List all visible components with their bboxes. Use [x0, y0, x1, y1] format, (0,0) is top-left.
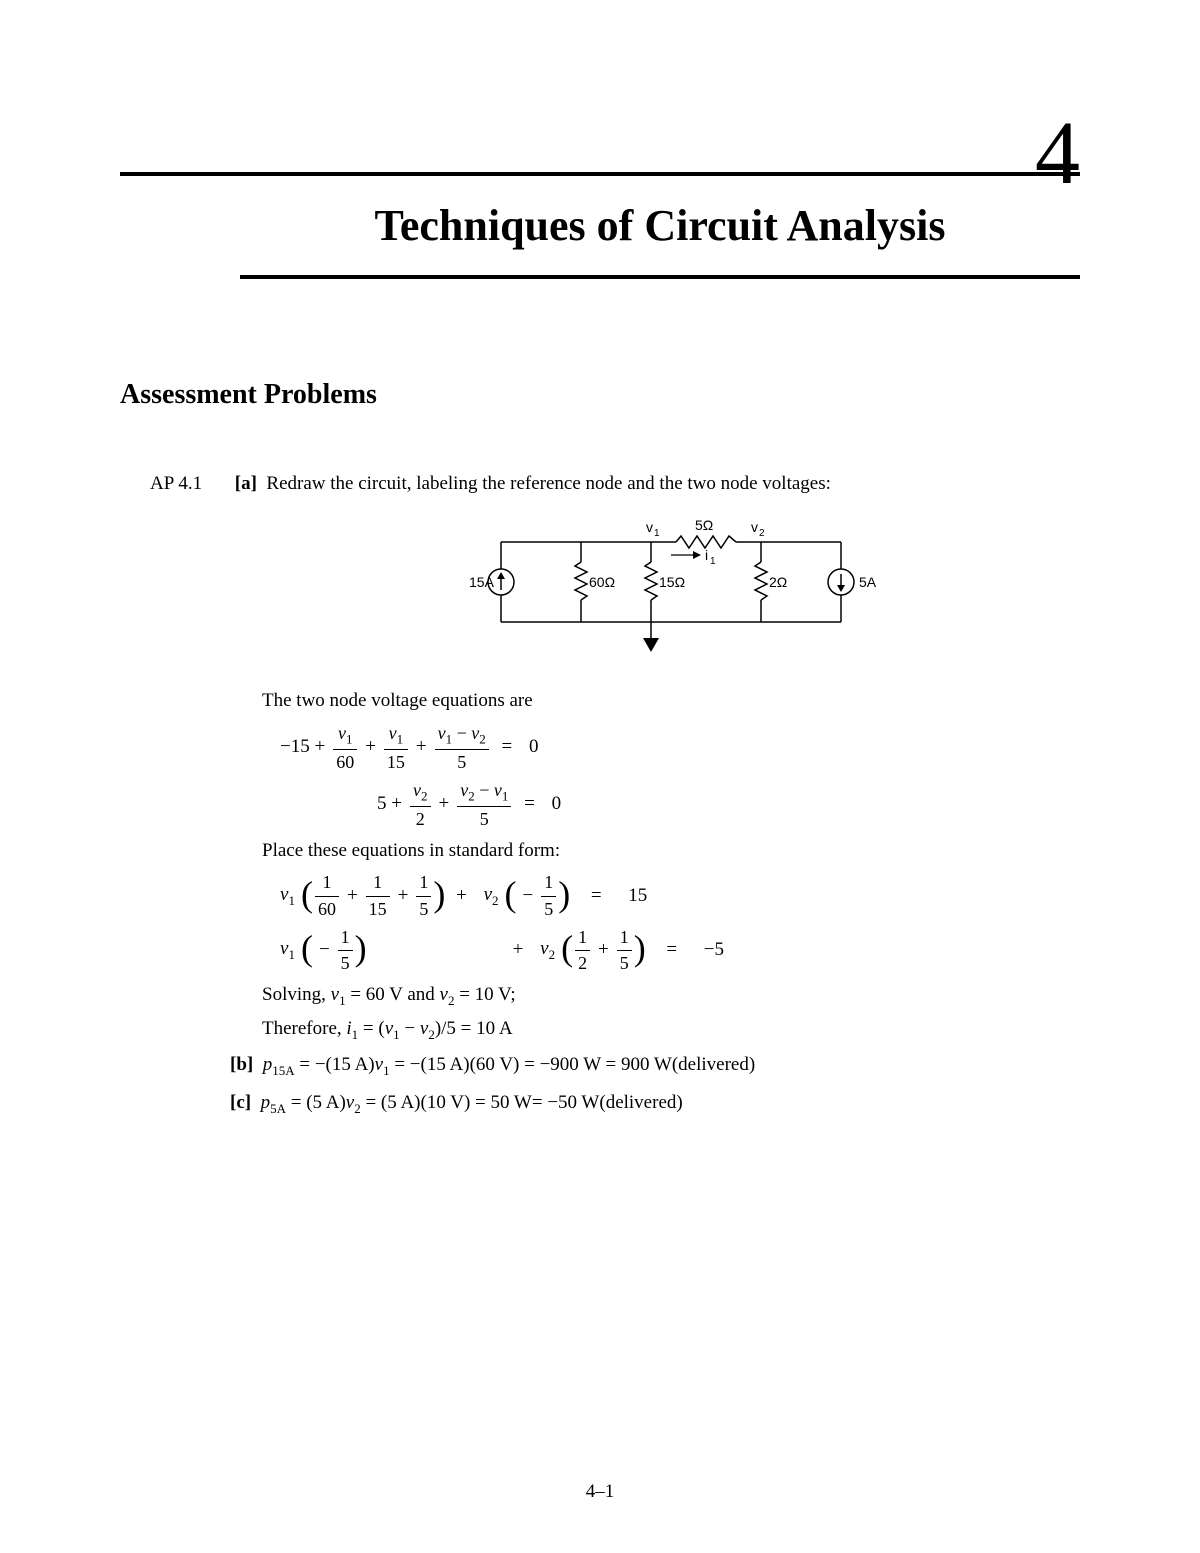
page-number: 4–1: [0, 1481, 1200, 1503]
part-c-text: p5A = (5 A)v2 = (5 A)(10 V) = 50 W= −50 …: [256, 1092, 683, 1113]
node-v2: v: [751, 519, 758, 535]
std-row-1: v1 ( 160 + 115 + 15 ) + v2 ( − 15 ) = 15: [274, 870, 1080, 921]
part-c: [c] p5A = (5 A)v2 = (5 A)(10 V) = 50 W= …: [230, 1090, 1080, 1118]
standard-form-intro: Place these equations in standard form:: [262, 838, 1080, 865]
eq-row-2: 5 + v22 + v2 − v15 = 0: [274, 778, 1080, 832]
r2-label: 15Ω: [659, 574, 685, 590]
part-c-label: [c]: [230, 1092, 251, 1113]
part-a-intro: Redraw the circuit, labeling the referen…: [262, 473, 831, 494]
eq-row-1: −15 + v160 + v115 + v1 − v25 = 0: [274, 721, 1080, 775]
current-label: i: [705, 547, 708, 563]
problem-content: 15A 60Ω 15Ω v 1 5Ω: [262, 512, 1080, 1044]
bottom-rule: [240, 275, 1080, 279]
chapter-header: 4 Techniques of Circuit Analysis: [120, 100, 1080, 279]
problem-id: AP 4.1: [150, 471, 230, 498]
node-v1: v: [646, 519, 653, 535]
svg-text:2: 2: [759, 528, 765, 539]
problem-ap41: AP 4.1 [a] Redraw the circuit, labeling …: [150, 471, 1080, 1118]
part-a-label: [a]: [235, 473, 257, 494]
svg-text:1: 1: [654, 528, 660, 539]
chapter-number: 4: [120, 118, 1080, 190]
chapter-title: Techniques of Circuit Analysis: [240, 200, 1080, 251]
left-source-label: 15A: [469, 574, 495, 590]
solving-line: Solving, v1 = 60 V and v2 = 10 V;: [262, 982, 1080, 1010]
svg-text:1: 1: [710, 556, 716, 567]
part-b-label: [b]: [230, 1054, 253, 1075]
eq-intro: The two node voltage equations are: [262, 688, 1080, 715]
right-source-label: 5A: [859, 574, 877, 590]
circuit-svg: 15A 60Ω 15Ω v 1 5Ω: [461, 512, 881, 662]
therefore-line: Therefore, i1 = (v1 − v2)/5 = 10 A: [262, 1016, 1080, 1044]
r1-label: 60Ω: [589, 574, 615, 590]
r-top-label: 5Ω: [695, 517, 713, 533]
standard-form-equations: v1 ( 160 + 115 + 15 ) + v2 ( − 15 ) = 15: [274, 870, 1080, 976]
std-row-2: v1 ( − 15 ) + v2 ( 12 + 15 ) = −5: [274, 925, 1080, 976]
r3-label: 2Ω: [769, 574, 787, 590]
part-b-text: p15A = −(15 A)v1 = −(15 A)(60 V) = −900 …: [258, 1054, 755, 1075]
circuit-diagram: 15A 60Ω 15Ω v 1 5Ω: [262, 512, 1080, 671]
part-a: [a] Redraw the circuit, labeling the ref…: [235, 471, 1055, 498]
section-heading: Assessment Problems: [120, 379, 1080, 411]
part-b: [b] p15A = −(15 A)v1 = −(15 A)(60 V) = −…: [230, 1052, 1080, 1080]
page: 4 Techniques of Circuit Analysis Assessm…: [0, 0, 1200, 1553]
node-equations: −15 + v160 + v115 + v1 − v25 = 0 5 + v22…: [274, 721, 1080, 832]
